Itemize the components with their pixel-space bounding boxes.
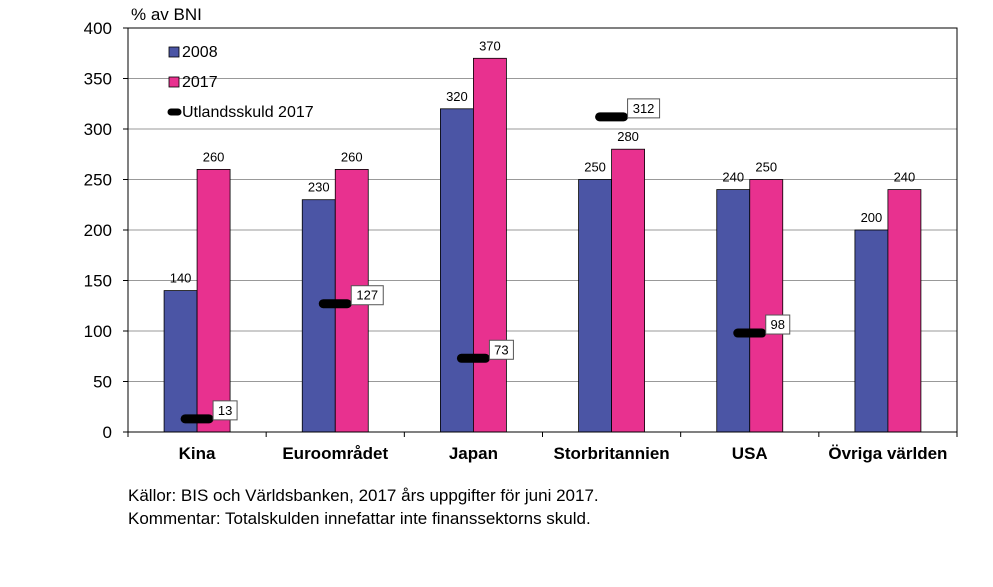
debt-label-box: [765, 314, 791, 335]
x-tick-label: Kina: [179, 444, 216, 463]
bar-2008-2: [440, 108, 474, 433]
x-tick-label: Japan: [449, 444, 498, 463]
y-tick-label: 50: [93, 373, 112, 392]
debt-label: 13: [218, 403, 232, 418]
debt-label: 127: [356, 288, 378, 303]
bar-2017-2: [473, 57, 507, 433]
source-note: Källor: BIS och Världsbanken, 2017 års u…: [128, 486, 599, 505]
comment-note: Kommentar: Totalskulden innefattar inte …: [128, 509, 591, 528]
legend-label: 2017: [182, 74, 218, 91]
data-label-2017: 240: [894, 170, 916, 185]
data-label-2017: 370: [479, 38, 501, 53]
bar-2017-4: [749, 179, 784, 433]
y-axis-title: % av BNI: [131, 5, 202, 24]
legend-label: 2008: [182, 44, 218, 61]
y-tick-label: 400: [84, 19, 112, 38]
y-tick-label: 250: [84, 171, 112, 190]
bar-2008-1: [301, 199, 336, 433]
legend-label: Utlandsskuld 2017: [182, 104, 314, 121]
x-tick-label: Storbritannien: [553, 444, 669, 463]
data-label-2008: 140: [170, 271, 192, 286]
debt-label-box: [488, 339, 514, 360]
data-label-2017: 250: [755, 160, 777, 175]
bar-2017-3: [611, 148, 645, 433]
bar-2008-3: [578, 179, 612, 433]
debt-label: 73: [494, 342, 508, 357]
debt-label: 98: [771, 317, 785, 332]
legend-swatch-2008: [168, 46, 180, 58]
data-label-2008: 320: [446, 89, 468, 104]
debt-label-box: [627, 98, 661, 119]
y-tick-label: 100: [84, 322, 112, 341]
x-tick-label: USA: [732, 444, 768, 463]
y-tick-label: 300: [84, 120, 112, 139]
x-tick-label: Euroområdet: [282, 444, 388, 463]
bar-2008-0: [163, 290, 198, 433]
y-tick-label: 0: [103, 423, 112, 442]
data-label-2008: 200: [861, 210, 883, 225]
x-tick-label: Övriga världen: [828, 444, 947, 463]
y-tick-label: 200: [84, 221, 112, 240]
bar-2017-5: [887, 189, 922, 433]
data-label-2008: 240: [722, 170, 744, 185]
bar-2008-5: [854, 229, 889, 433]
data-label-2017: 260: [203, 149, 225, 164]
bar-2008-4: [716, 189, 751, 433]
data-label-2008: 230: [308, 180, 330, 195]
debt-label-box: [350, 285, 384, 306]
bar-2017-0: [196, 168, 231, 433]
legend-swatch-2017: [168, 76, 180, 88]
debt-label-box: [212, 400, 238, 421]
y-tick-label: 350: [84, 70, 112, 89]
y-tick-label: 150: [84, 272, 112, 291]
debt-label: 312: [633, 101, 655, 116]
data-label-2017: 260: [341, 149, 363, 164]
data-label-2008: 250: [584, 160, 606, 175]
data-label-2017: 280: [617, 129, 639, 144]
